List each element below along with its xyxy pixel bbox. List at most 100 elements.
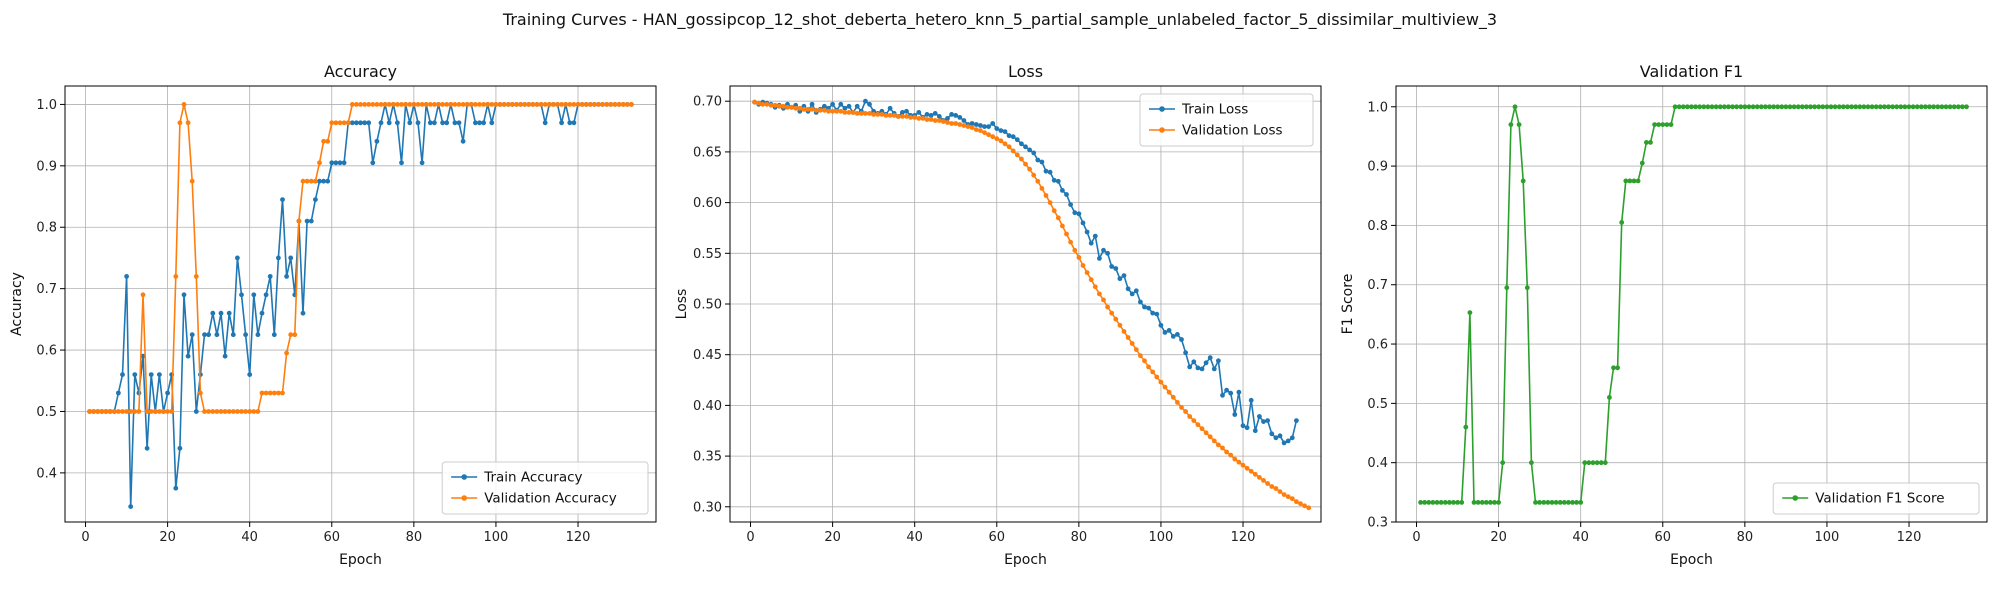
data-point (1504, 285, 1510, 291)
data-point (444, 102, 450, 107)
data-point (321, 138, 326, 144)
y-axis-label: F1 Score (1340, 274, 1356, 335)
data-point (1898, 104, 1904, 110)
data-point (1869, 104, 1875, 110)
data-point (1787, 104, 1793, 110)
y-tick-label: 0.6 (36, 344, 57, 359)
data-point (189, 332, 195, 338)
data-point (1639, 160, 1645, 166)
data-point (423, 102, 429, 107)
data-point (883, 113, 889, 118)
data-point (382, 102, 388, 107)
data-point (308, 218, 314, 224)
data-point (1068, 202, 1073, 208)
data-point (313, 178, 318, 184)
data-point (386, 120, 392, 126)
data-point (1006, 144, 1012, 150)
data-point (370, 160, 376, 166)
data-point (419, 160, 425, 166)
data-point (128, 409, 134, 414)
y-tick-label: 0.3 (1367, 516, 1388, 531)
data-point (904, 114, 909, 119)
data-point (1541, 500, 1547, 505)
data-point (473, 102, 478, 107)
data-point (1195, 422, 1201, 428)
data-point (1697, 104, 1703, 110)
data-point (1281, 440, 1287, 446)
data-point (1701, 104, 1707, 110)
data-point (255, 332, 261, 338)
data-point (1656, 122, 1662, 127)
data-point (1203, 430, 1209, 436)
data-point (193, 409, 199, 414)
data-point (1133, 288, 1139, 294)
data-point (957, 115, 963, 120)
data-point (124, 274, 129, 279)
data-point (1150, 310, 1156, 316)
data-point (1648, 140, 1653, 145)
legend-box (1772, 482, 1980, 515)
data-point (842, 110, 848, 115)
data-point (1845, 104, 1850, 110)
data-point (243, 409, 249, 414)
data-point (202, 332, 207, 338)
data-point (555, 102, 560, 107)
data-point (1064, 192, 1069, 197)
data-point (1232, 412, 1238, 417)
data-point (793, 105, 799, 111)
data-point (210, 409, 216, 414)
data-point (366, 102, 372, 107)
data-point (460, 102, 466, 107)
data-point (973, 127, 979, 132)
data-point (214, 332, 220, 338)
data-point (407, 102, 413, 107)
data-point (583, 102, 589, 107)
y-tick-label: 0.35 (693, 450, 722, 465)
data-point (370, 102, 376, 107)
data-point (994, 136, 1000, 142)
data-point (1150, 369, 1156, 375)
data-point (362, 102, 367, 107)
data-point (1248, 468, 1254, 474)
data-point (969, 121, 975, 126)
data-point (895, 114, 901, 119)
data-point (1664, 122, 1670, 127)
data-point (497, 102, 503, 107)
data-point (267, 274, 273, 279)
x-tick-label: 60 (988, 530, 1005, 545)
data-point (1191, 359, 1197, 365)
data-point (830, 108, 835, 114)
data-point (1574, 500, 1579, 505)
y-axis-label: Loss (674, 289, 690, 320)
y-tick-label: 0.9 (36, 159, 57, 174)
data-point (148, 409, 154, 414)
data-point (374, 138, 380, 144)
data-point (1092, 233, 1098, 239)
data-point (932, 111, 938, 116)
data-point (1298, 501, 1303, 507)
data-point (863, 111, 868, 116)
data-point (1224, 449, 1229, 455)
data-point (144, 409, 150, 414)
data-point (1566, 500, 1571, 505)
data-point (1228, 390, 1234, 396)
data-point (321, 178, 326, 184)
data-point (1269, 431, 1275, 437)
data-point (247, 372, 253, 377)
data-point (965, 124, 971, 129)
data-point (542, 102, 548, 107)
data-point (1422, 500, 1428, 505)
data-point (604, 102, 610, 107)
data-point (600, 102, 605, 107)
data-point (1027, 166, 1032, 172)
x-tick-label: 0 (1412, 530, 1420, 545)
data-point (304, 178, 310, 184)
data-point (1076, 211, 1082, 217)
data-point (1047, 200, 1053, 206)
data-point (132, 409, 138, 414)
y-tick-label: 0.5 (1367, 397, 1388, 412)
data-point (1471, 500, 1477, 505)
chart-panels: 0 20 40 60 80 100 120 0.4 0.5 0.6 0.7 0.8 0.9 1.0 Accu… (9, 62, 1988, 568)
data-point (1434, 500, 1440, 505)
